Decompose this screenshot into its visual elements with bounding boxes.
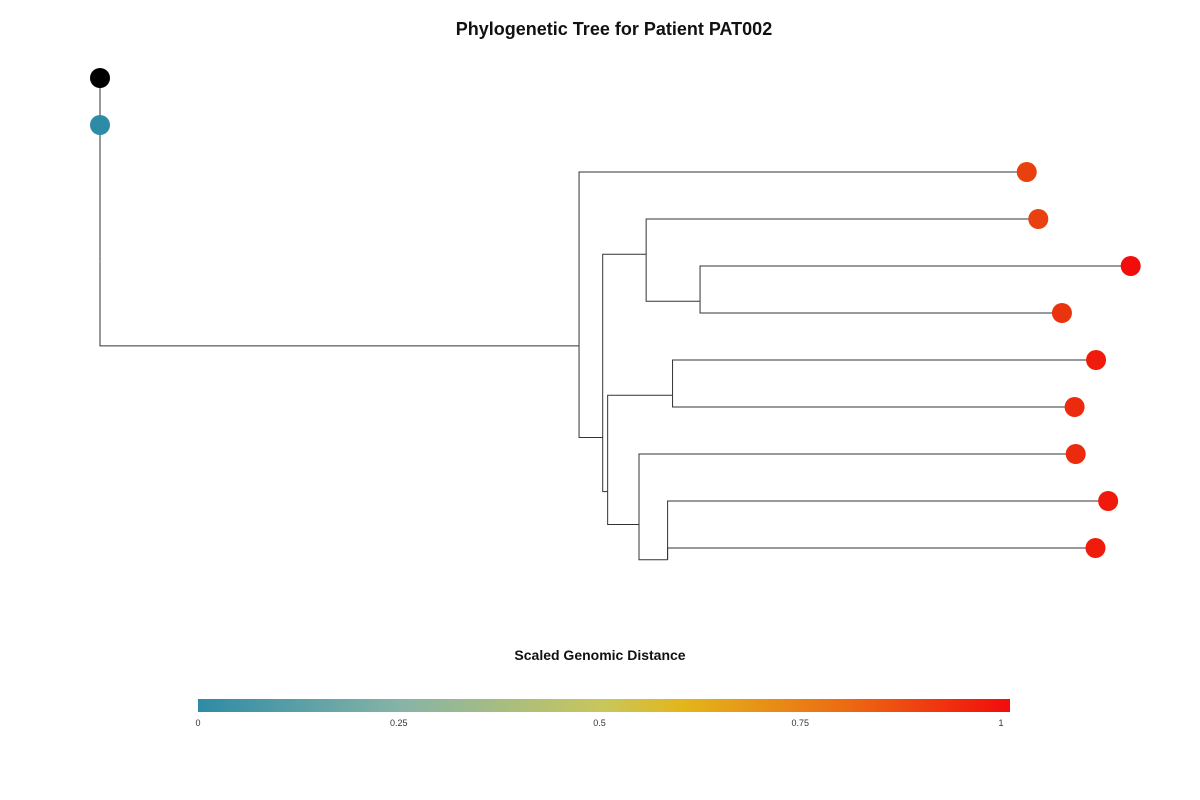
tree-node-normal <box>90 115 110 135</box>
tree-edge-n4-n5 <box>645 254 701 302</box>
tree-edge-n3-n6 <box>602 437 608 493</box>
phylogenetic-tree <box>90 68 1141 561</box>
tree-edge-n4-t2 <box>645 218 1039 255</box>
tree-edge-n7-t5 <box>672 359 1097 396</box>
color-scale-bar <box>198 699 1010 712</box>
tree-node-root <box>90 68 110 88</box>
legend-tick-label: 0.75 <box>791 718 809 728</box>
tree-edge-n3-n4 <box>602 253 647 438</box>
tree-node-t3 <box>1120 256 1141 276</box>
tree-edge-n2-n3 <box>578 345 603 439</box>
legend-tick-label: 0.25 <box>390 718 408 728</box>
legend-title: Scaled Genomic Distance <box>514 647 686 663</box>
tree-edge-n9-t8 <box>667 500 1109 560</box>
tree-nodes <box>90 68 1141 558</box>
legend-ticks: 0 0.25 0.5 0.75 1 <box>195 718 1003 728</box>
tree-edge-n7-t6 <box>672 395 1075 408</box>
tree-node-t7 <box>1065 444 1086 464</box>
tree-edge-n8-n9 <box>638 524 668 561</box>
tree-node-t8 <box>1098 491 1119 511</box>
tree-node-t9 <box>1085 538 1106 558</box>
tree-edge-n5-t4 <box>699 301 1062 314</box>
tree-edge-n8-t7 <box>638 453 1076 525</box>
legend-tick-label: 0 <box>195 718 200 728</box>
tree-edge-n9-t9 <box>667 547 1096 560</box>
tree-node-t6 <box>1064 397 1085 417</box>
tree-edge-n1-n2 <box>99 261 580 347</box>
tree-edge-n5-t3 <box>699 265 1131 302</box>
tree-edge-n6-n8 <box>607 491 639 525</box>
tree-edge-n2-t1 <box>578 171 1027 346</box>
chart-title: Phylogenetic Tree for Patient PAT002 <box>455 19 773 39</box>
legend-tick-label: 0.5 <box>593 718 606 728</box>
tree-node-t4 <box>1051 303 1072 323</box>
tree-node-t5 <box>1086 350 1107 370</box>
tree-edges <box>99 78 1131 561</box>
legend-tick-label: 1 <box>998 718 1003 728</box>
tree-edge-n6-n7 <box>607 394 673 492</box>
tree-node-t2 <box>1028 209 1049 229</box>
tree-node-t1 <box>1016 162 1037 182</box>
